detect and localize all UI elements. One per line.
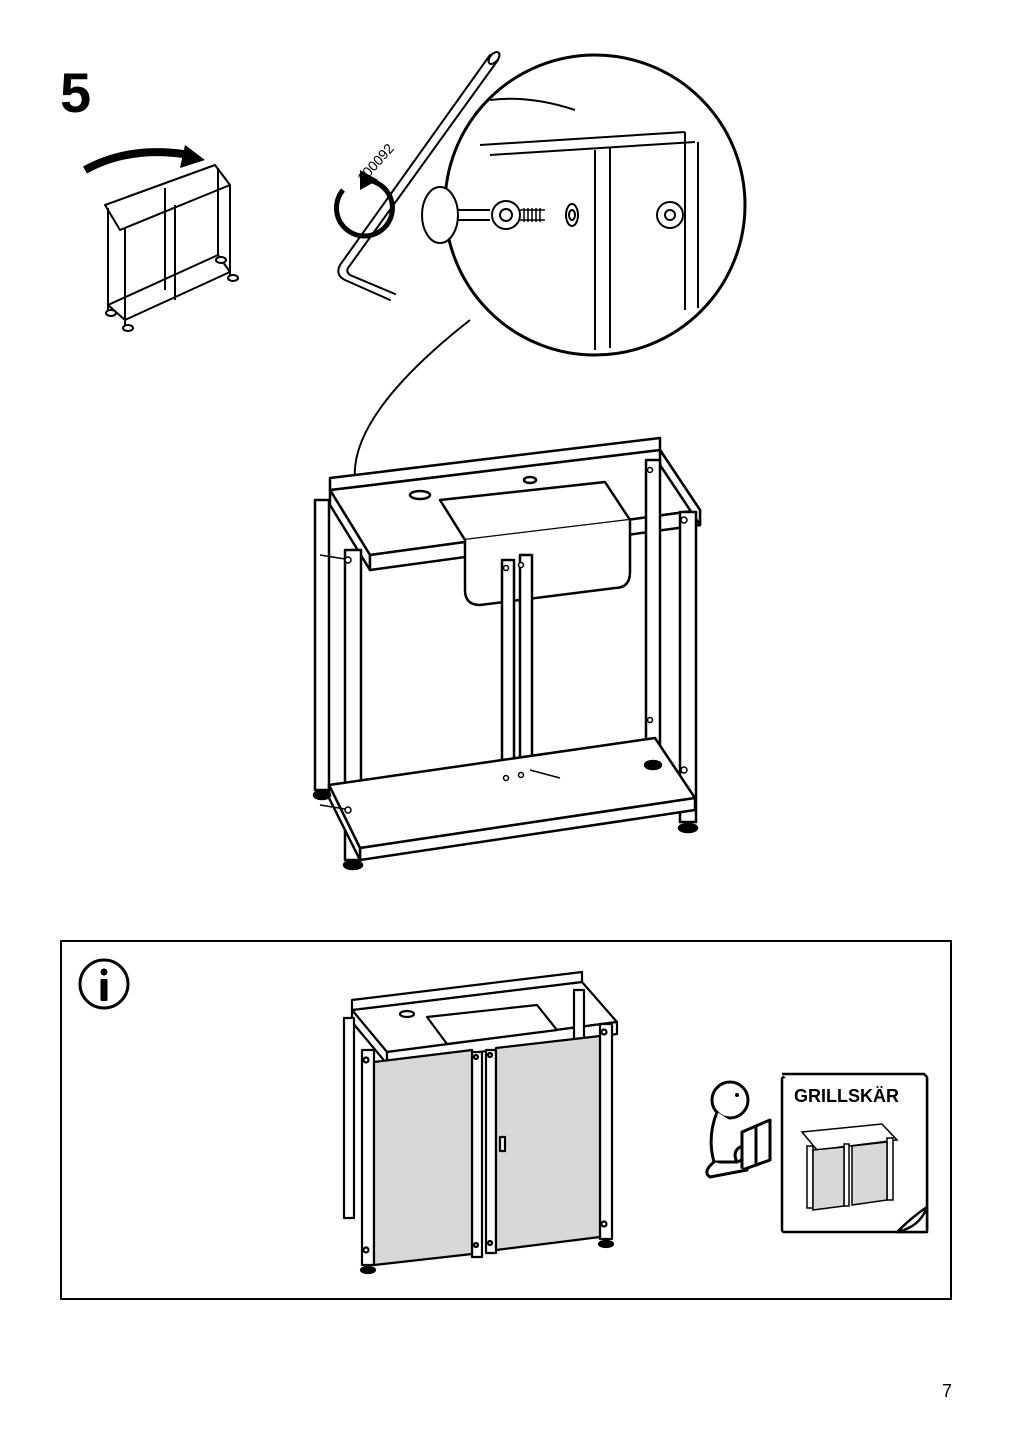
manual-product-name: GRILLSKÄR [794,1086,899,1106]
info-manual-reference: GRILLSKÄR [702,1062,932,1262]
flip-frame-icon [85,145,238,331]
hardware-detail-callout [355,55,745,500]
page-number: 7 [942,1381,952,1402]
main-assembly-diagram [50,50,950,900]
info-cabinet-variant [322,962,642,1282]
info-icon [77,957,132,1012]
sink-table-main [314,438,700,869]
page-container: 5 4x 100092 10042206 [0,0,1012,1432]
info-panel: GRILLSKÄR [60,940,952,1300]
